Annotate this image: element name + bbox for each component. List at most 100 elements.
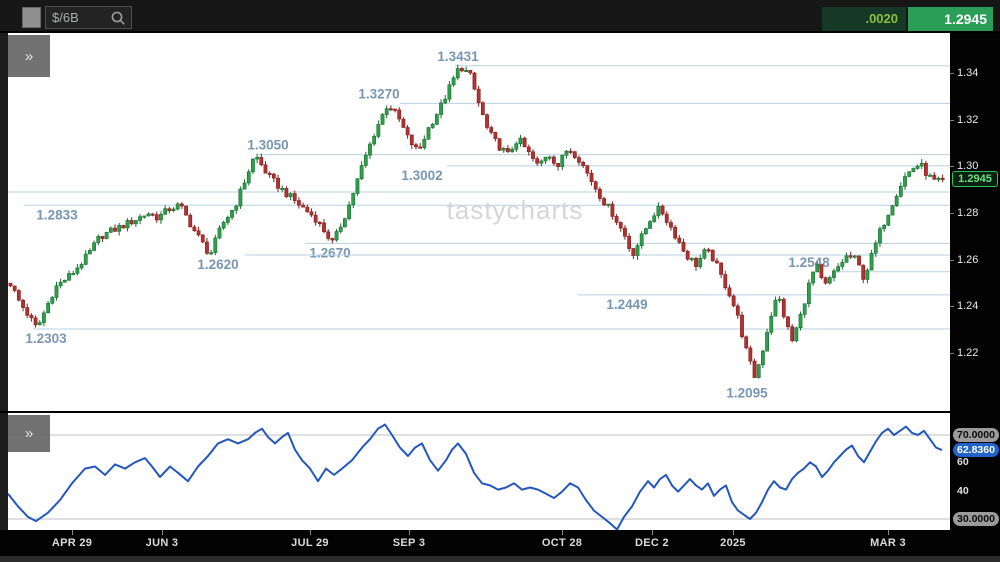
app-tile-button[interactable]: [22, 7, 41, 28]
candle-body: [397, 109, 402, 120]
candle-body: [890, 205, 895, 216]
candle-body: [886, 214, 891, 226]
candle-body: [16, 290, 21, 301]
candle-body: [514, 143, 519, 150]
time-tick-oct-28: OCT 28: [541, 537, 583, 549]
candle-body: [773, 300, 778, 317]
candle-body: [748, 347, 753, 362]
candle-body: [205, 241, 209, 254]
candle-body: [163, 208, 168, 215]
price-chart-panel[interactable]: 1.3431 1.3270 1.3050 1.3002 1.2833 1.2670 1.26…: [8, 33, 950, 411]
candle-body: [911, 168, 916, 172]
price-tick-mark: [950, 119, 954, 121]
candle-body: [326, 231, 331, 239]
candle-body: [823, 277, 828, 284]
candle-body: [292, 193, 297, 201]
candle-body: [560, 154, 565, 167]
time-tick-mark: [310, 530, 311, 535]
candle-body: [263, 164, 268, 174]
level-label-1.2670: 1.2670: [309, 245, 350, 260]
candle-body: [589, 172, 594, 183]
level-label-1.2303: 1.2303: [25, 331, 67, 346]
candle-body: [769, 315, 774, 333]
candle-body: [602, 198, 606, 206]
time-axis[interactable]: APR 29 JUN 3 JUL 29 SEP 3 OCT 28 DEC 2 2025 MAR…: [0, 530, 1000, 556]
candle-body: [464, 70, 469, 73]
candle-body: [238, 188, 243, 207]
candle-body: [907, 171, 912, 177]
candle-body: [848, 255, 853, 258]
search-icon: [111, 11, 125, 25]
candle-body: [568, 150, 573, 153]
candle-body: [894, 196, 899, 207]
expand-price-panel-button[interactable]: »: [8, 35, 50, 77]
candle-body: [150, 213, 155, 216]
price-tick-1.26: 1.26: [957, 253, 979, 266]
candle-body: [175, 203, 180, 210]
candle-body: [765, 332, 769, 352]
candle-body: [92, 242, 97, 251]
candle-body: [903, 176, 907, 187]
candle-body: [664, 213, 669, 223]
candle-body: [543, 156, 548, 162]
candle-body: [439, 102, 443, 115]
candle-body: [54, 285, 59, 298]
level-label-1.3050: 1.3050: [247, 138, 288, 153]
candle-body: [727, 287, 732, 297]
oscillator-axis-label-60: 60: [957, 456, 969, 468]
time-tick-jun-3: JUN 3: [145, 537, 179, 549]
candle-body: [669, 222, 673, 228]
candle-body: [731, 295, 736, 307]
panel-divider: [0, 411, 1000, 413]
candle-body: [234, 205, 239, 211]
candle-body: [401, 118, 406, 128]
candle-body: [844, 255, 849, 263]
candle-body: [113, 227, 117, 232]
candle-body: [338, 226, 343, 232]
candle-body: [915, 165, 920, 169]
candle-body: [497, 138, 502, 151]
candle-body: [267, 172, 272, 175]
candle-body: [531, 151, 535, 159]
candle-body: [142, 215, 147, 218]
candle-body: [460, 68, 464, 72]
candle-body: [188, 214, 193, 228]
candle-body: [506, 148, 510, 152]
candle-body: [117, 225, 122, 232]
candle-body: [811, 271, 815, 284]
candle-body: [108, 227, 113, 233]
price-tick-mark: [950, 352, 954, 354]
candle-body: [171, 208, 176, 212]
candle-body: [623, 227, 627, 237]
candle-body: [284, 188, 289, 197]
candle-body: [288, 193, 293, 197]
candle-body: [192, 226, 197, 232]
oscillator-panel[interactable]: »: [8, 413, 950, 530]
candle-body: [447, 84, 452, 100]
candle-body: [96, 236, 101, 244]
candle-body: [422, 139, 427, 148]
expand-oscillator-panel-button[interactable]: »: [8, 415, 50, 452]
candle-body: [62, 279, 67, 283]
time-tick-mark: [72, 530, 73, 535]
level-label-1.2833: 1.2833: [36, 207, 78, 222]
candle-body: [685, 250, 690, 260]
candle-body: [351, 193, 356, 206]
candle-body: [706, 249, 711, 252]
candle-body: [861, 264, 866, 280]
symbol-input[interactable]: [46, 10, 104, 25]
candle-body: [815, 264, 820, 273]
candle-body: [518, 137, 523, 145]
candle-body: [673, 227, 678, 239]
candle-body: [648, 221, 652, 229]
candle-body: [618, 222, 623, 229]
candle-body: [698, 257, 703, 267]
symbol-search-box[interactable]: [45, 6, 132, 29]
candle-body: [485, 114, 489, 128]
candle-body: [689, 258, 694, 261]
candle-body: [681, 242, 686, 252]
price-axis[interactable]: 1.2945 1.34 1.32 1.30 1.28 1.26 1.24 1.22 70.00…: [950, 33, 1000, 530]
oscillator-axis-label-40: 40: [957, 485, 969, 497]
candle-body: [451, 77, 456, 86]
